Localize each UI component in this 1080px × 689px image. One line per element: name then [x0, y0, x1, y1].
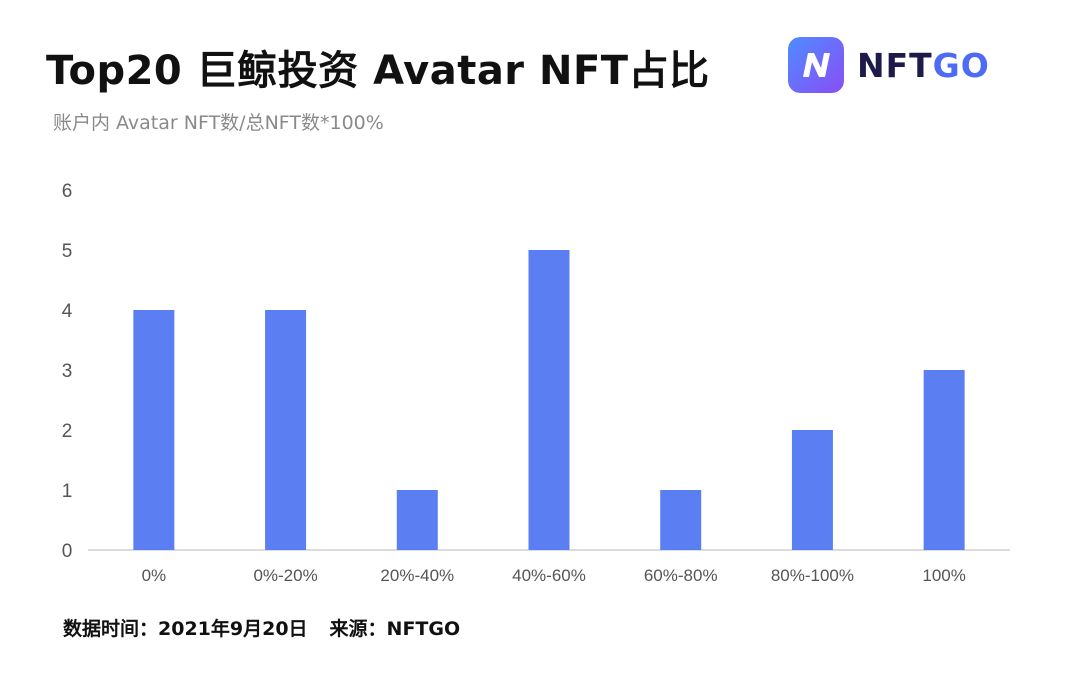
y-tick-label: 3: [62, 361, 73, 382]
bar: [660, 490, 702, 550]
x-tick-label: 0%-20%: [253, 566, 317, 585]
y-tick-label: 0: [62, 541, 73, 562]
y-tick-label: 2: [62, 421, 73, 442]
x-tick-label: 100%: [922, 566, 965, 585]
x-tick-label: 40%-60%: [512, 566, 586, 585]
nftgo-logo: NFTGO: [788, 37, 990, 93]
data-source-note: 来源：NFTGO: [329, 618, 461, 640]
chart-subtitle: 账户内 Avatar NFT数/总NFT数*100%: [53, 112, 384, 134]
bar: [923, 370, 965, 550]
bar: [791, 430, 833, 550]
x-tick-label: 60%-80%: [644, 566, 718, 585]
data-date-note: 数据时间：2021年9月20日: [63, 618, 308, 640]
x-tick-label: 0%: [142, 566, 167, 585]
x-tick-label: 20%-40%: [380, 566, 454, 585]
chart-footer: 数据时间：2021年9月20日 来源：NFTGO: [63, 614, 460, 641]
logo-text-nft: NFT: [857, 45, 933, 85]
logo-text-go: GO: [932, 45, 990, 85]
chart-title: Top20 巨鲸投资 Avatar NFT占比: [46, 48, 710, 94]
bar: [528, 250, 570, 550]
y-tick-label: 6: [62, 181, 73, 202]
bar: [396, 490, 438, 550]
y-tick-label: 5: [62, 241, 73, 262]
y-tick-label: 4: [62, 301, 73, 322]
nftgo-logo-icon: [788, 37, 844, 93]
y-tick-label: 1: [62, 481, 73, 502]
nftgo-logo-text: NFTGO: [857, 46, 990, 85]
bar: [265, 310, 307, 550]
x-tick-label: 80%-100%: [771, 566, 854, 585]
bar: [133, 310, 175, 550]
